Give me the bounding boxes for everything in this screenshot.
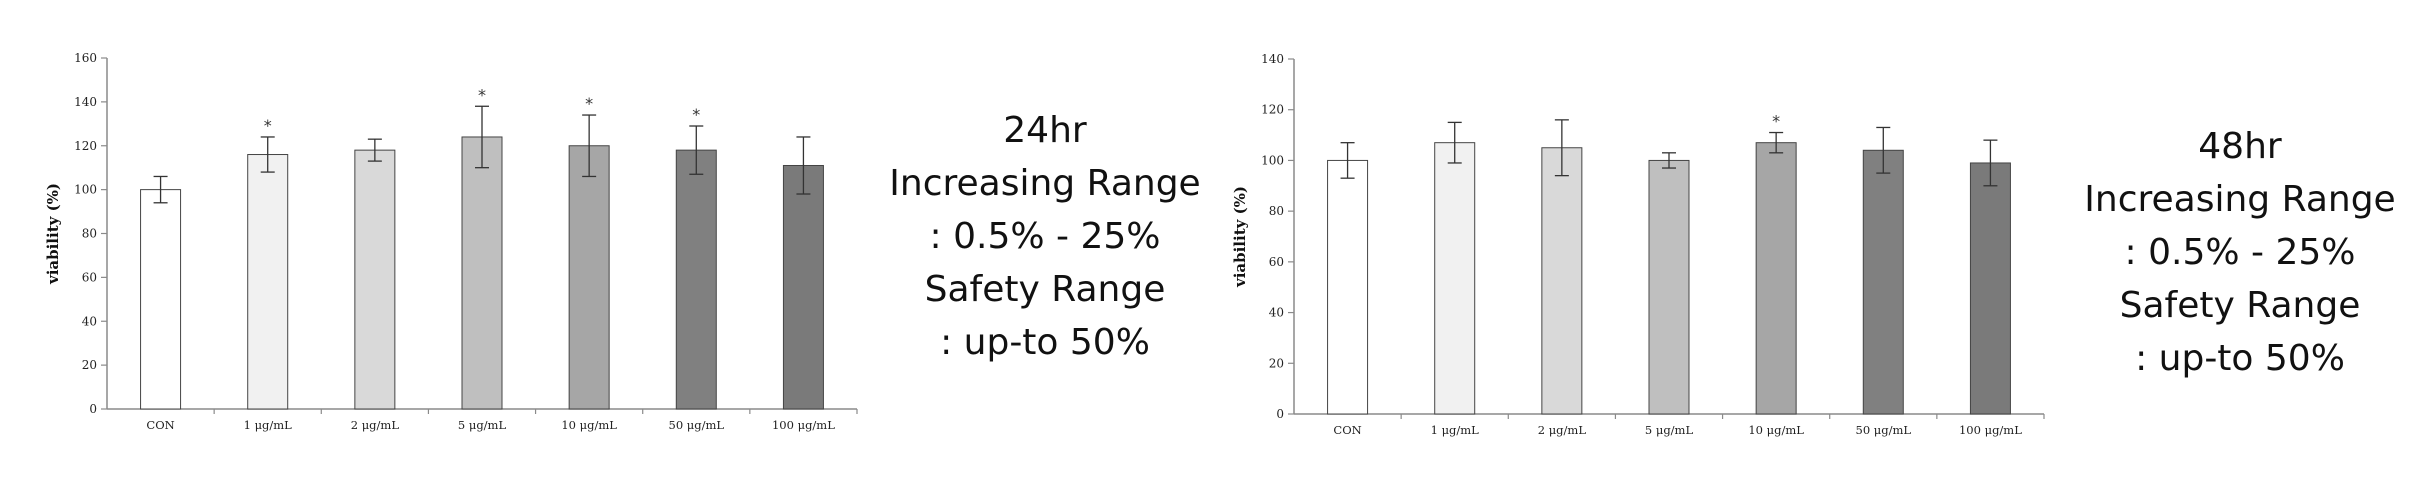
y-tick-label: 0: [89, 402, 97, 416]
category-label: CON: [1333, 423, 1361, 437]
y-tick-label: 80: [82, 227, 97, 241]
y-tick-label: 0: [1276, 407, 1284, 421]
bar: [1434, 142, 1476, 415]
category-label: 100 μg/mL: [1959, 423, 2022, 437]
range-note-48hr: 48hr Increasing Range : 0.5% - 25% Safet…: [2075, 120, 2405, 385]
bar: [354, 149, 396, 410]
bar: [140, 189, 182, 410]
plot-area: 0 20 40 60 80 100 120 140 160 viability (%) CON * 1 …: [44, 51, 858, 432]
bar: [675, 149, 717, 410]
y-tick-label: 160: [74, 51, 97, 65]
y-tick-label: 120: [1261, 103, 1284, 117]
category-label: 50 μg/mL: [669, 418, 725, 432]
bar-chart-24hr: 0 20 40 60 80 100 120 140 160 viability (%) CON * 1 …: [44, 51, 858, 432]
note-line-safety-title: Safety Range: [924, 269, 1166, 310]
category-label: 5 μg/mL: [458, 418, 507, 432]
note-line-safety-value: : up-to 50%: [2135, 338, 2345, 379]
note-line-time: 48hr: [2198, 126, 2282, 167]
category-label: CON: [146, 418, 174, 432]
y-tick-label: 60: [82, 270, 97, 284]
significance-mark: *: [478, 85, 486, 104]
note-line-increasing-title: Increasing Range: [889, 163, 1201, 204]
note-line-increasing-value: : 0.5% - 25%: [2124, 232, 2356, 273]
y-tick-label: 140: [1261, 52, 1284, 66]
bar: [1327, 159, 1369, 415]
range-note-24hr: 24hr Increasing Range : 0.5% - 25% Safet…: [880, 104, 1210, 369]
category-label: 5 μg/mL: [1645, 423, 1694, 437]
significance-mark: *: [264, 116, 272, 135]
y-tick-label: 140: [74, 95, 97, 109]
note-line-safety-title: Safety Range: [2119, 285, 2361, 326]
category-label: 100 μg/mL: [772, 418, 835, 432]
category-label: 2 μg/mL: [1538, 423, 1587, 437]
bar: [461, 136, 503, 410]
y-tick-label: 120: [74, 139, 97, 153]
bar-chart-48hr: 0 20 40 60 80 100 120 140 viability (%) CON 1 μg/m…: [1231, 52, 2045, 437]
note-line-increasing-value: : 0.5% - 25%: [929, 216, 1161, 257]
bar: [1541, 147, 1583, 415]
y-tick-label: 80: [1269, 204, 1284, 218]
significance-mark: *: [692, 105, 700, 124]
y-tick-label: 40: [82, 314, 97, 328]
y-axis-title: viability (%): [1231, 186, 1249, 288]
y-tick-label: 20: [82, 358, 97, 372]
y-tick-label: 100: [1261, 153, 1284, 167]
note-line-time: 24hr: [1003, 110, 1087, 151]
significance-mark: *: [1772, 112, 1780, 131]
y-tick-label: 100: [74, 183, 97, 197]
category-label: 1 μg/mL: [1431, 423, 1480, 437]
chart-panel-24hr: 0 20 40 60 80 100 120 140 160 viability (%) CON * 1 …: [44, 51, 858, 432]
plot-area: 0 20 40 60 80 100 120 140 viability (%) CON 1 μg/m…: [1231, 52, 2045, 437]
y-tick-label: 20: [1269, 356, 1284, 370]
note-line-safety-value: : up-to 50%: [940, 322, 1150, 363]
bar: [568, 145, 610, 410]
chart-panel-48hr: 0 20 40 60 80 100 120 140 viability (%) CON 1 μg/m…: [1209, 0, 2418, 499]
y-tick-label: 60: [1269, 255, 1284, 269]
category-label: 10 μg/mL: [561, 418, 617, 432]
bar: [1969, 162, 2011, 415]
bar: [1648, 159, 1690, 415]
y-tick-label: 40: [1269, 306, 1284, 320]
significance-mark: *: [585, 94, 593, 113]
category-label: 50 μg/mL: [1856, 423, 1912, 437]
note-line-increasing-title: Increasing Range: [2084, 179, 2396, 220]
y-axis-title: viability (%): [44, 183, 62, 285]
bar: [782, 164, 824, 410]
bar: [1755, 142, 1797, 415]
category-label: 2 μg/mL: [351, 418, 400, 432]
category-label: 10 μg/mL: [1748, 423, 1804, 437]
category-label: 1 μg/mL: [244, 418, 293, 432]
bar: [247, 154, 289, 410]
bar: [1862, 149, 1904, 415]
